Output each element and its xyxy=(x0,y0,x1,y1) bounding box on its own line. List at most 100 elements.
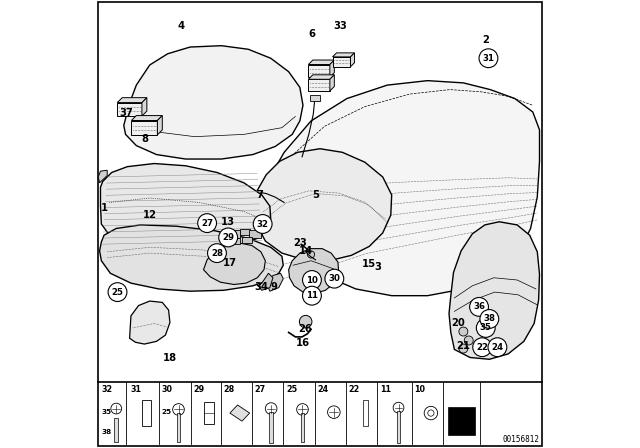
Circle shape xyxy=(307,251,315,258)
Circle shape xyxy=(297,404,308,415)
Text: 20: 20 xyxy=(451,318,465,327)
Text: 11: 11 xyxy=(306,291,318,300)
Circle shape xyxy=(108,283,127,302)
Circle shape xyxy=(325,269,344,288)
Text: 23: 23 xyxy=(293,238,307,248)
Text: 31: 31 xyxy=(130,385,141,394)
Text: 24: 24 xyxy=(317,385,328,394)
Circle shape xyxy=(266,403,277,414)
Text: 12: 12 xyxy=(143,210,157,220)
Polygon shape xyxy=(157,116,163,135)
Circle shape xyxy=(219,228,237,247)
Polygon shape xyxy=(230,405,250,421)
Polygon shape xyxy=(124,46,303,159)
Circle shape xyxy=(303,271,321,289)
Circle shape xyxy=(207,244,227,263)
Text: 38: 38 xyxy=(483,314,495,323)
Bar xyxy=(269,412,273,443)
Circle shape xyxy=(424,406,438,420)
Polygon shape xyxy=(266,81,540,296)
Polygon shape xyxy=(255,149,392,261)
Text: 30: 30 xyxy=(161,385,172,394)
Text: 5: 5 xyxy=(312,190,319,200)
Text: 27: 27 xyxy=(201,219,213,228)
Polygon shape xyxy=(308,75,334,79)
Text: 35: 35 xyxy=(101,409,111,415)
Bar xyxy=(177,413,180,442)
Text: 15: 15 xyxy=(362,259,376,269)
Text: 21: 21 xyxy=(456,341,470,351)
Text: 6: 6 xyxy=(308,29,316,39)
Circle shape xyxy=(173,404,184,415)
Circle shape xyxy=(303,286,321,305)
Text: 38: 38 xyxy=(101,429,111,435)
Text: 3: 3 xyxy=(375,262,381,271)
Circle shape xyxy=(480,310,499,328)
Text: 37: 37 xyxy=(120,108,133,118)
Circle shape xyxy=(253,215,272,233)
Polygon shape xyxy=(333,53,355,57)
Circle shape xyxy=(328,406,340,418)
Text: 7: 7 xyxy=(256,190,263,200)
Text: 25: 25 xyxy=(161,409,172,415)
Bar xyxy=(228,238,239,244)
Polygon shape xyxy=(117,98,147,103)
Circle shape xyxy=(464,336,473,345)
Text: 2: 2 xyxy=(483,35,489,45)
Text: 4: 4 xyxy=(177,21,185,31)
Text: 36: 36 xyxy=(473,302,485,311)
Bar xyxy=(397,411,400,443)
Polygon shape xyxy=(130,301,170,344)
Text: 28: 28 xyxy=(223,385,234,394)
Text: 16: 16 xyxy=(296,338,310,348)
Bar xyxy=(310,95,319,101)
Circle shape xyxy=(473,338,492,357)
Text: 10: 10 xyxy=(306,276,318,284)
Text: 28: 28 xyxy=(211,249,223,258)
Polygon shape xyxy=(258,273,273,290)
Circle shape xyxy=(479,49,498,68)
Polygon shape xyxy=(330,75,334,91)
Circle shape xyxy=(198,214,216,233)
Text: 1: 1 xyxy=(100,203,108,213)
Text: 34: 34 xyxy=(255,282,269,292)
Bar xyxy=(240,229,250,236)
Text: 18: 18 xyxy=(163,353,177,363)
Bar xyxy=(131,121,157,135)
Bar xyxy=(448,407,476,435)
Bar xyxy=(333,57,351,67)
Polygon shape xyxy=(100,164,271,253)
Bar xyxy=(115,418,118,442)
Text: 32: 32 xyxy=(101,385,113,394)
Text: 00156812: 00156812 xyxy=(502,435,540,444)
Polygon shape xyxy=(351,53,355,67)
Bar xyxy=(142,400,151,426)
Bar xyxy=(308,65,330,77)
Text: 13: 13 xyxy=(221,217,235,227)
Bar xyxy=(228,230,240,238)
Text: 8: 8 xyxy=(142,134,148,144)
Text: 33: 33 xyxy=(333,21,347,31)
Bar xyxy=(250,230,260,238)
Circle shape xyxy=(488,338,507,357)
Polygon shape xyxy=(266,273,284,291)
Polygon shape xyxy=(142,98,147,116)
Text: 27: 27 xyxy=(255,385,266,394)
Circle shape xyxy=(459,344,468,353)
Bar xyxy=(362,400,368,426)
Circle shape xyxy=(393,402,404,413)
Text: 24: 24 xyxy=(492,343,504,352)
Bar xyxy=(308,79,330,91)
Text: 32: 32 xyxy=(257,220,269,228)
Text: 35: 35 xyxy=(480,323,492,332)
Polygon shape xyxy=(204,243,266,284)
Bar xyxy=(204,402,214,424)
Text: 25: 25 xyxy=(111,288,124,297)
Polygon shape xyxy=(330,60,334,77)
Polygon shape xyxy=(308,60,334,65)
Bar xyxy=(117,103,142,116)
Circle shape xyxy=(300,315,312,328)
Text: 22: 22 xyxy=(349,385,360,394)
Bar xyxy=(301,413,304,442)
Text: 29: 29 xyxy=(222,233,234,242)
